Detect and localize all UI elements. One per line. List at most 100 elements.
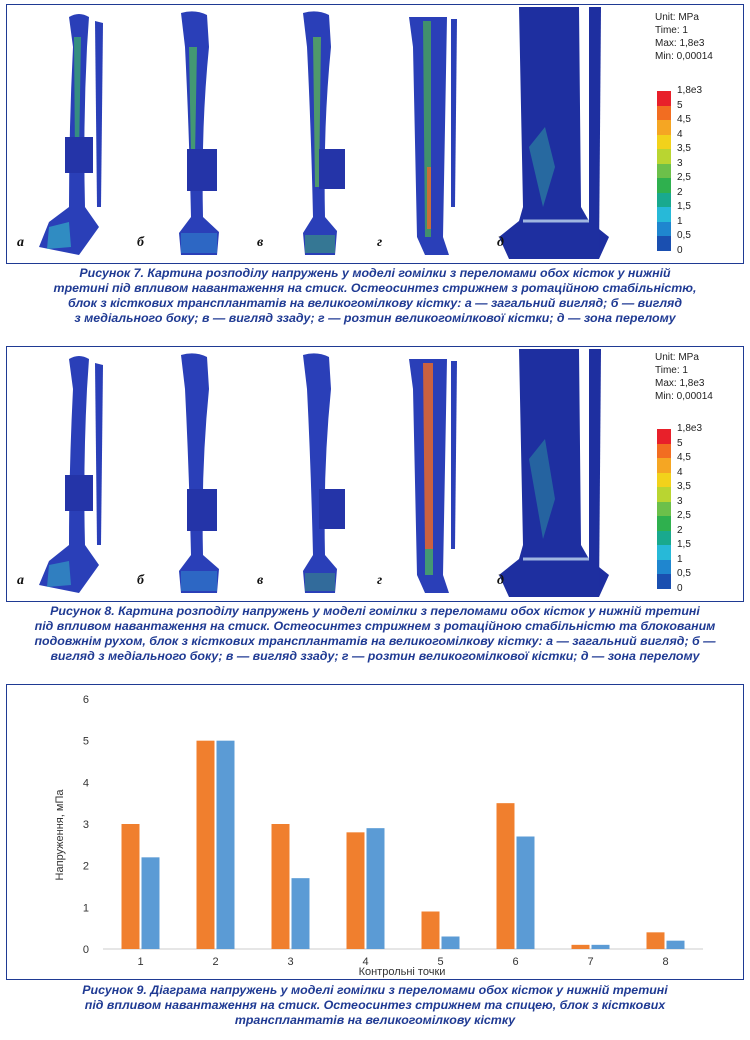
fig7-caption-line: з медіального боку; в — вигляд ззаду; г … (74, 311, 676, 325)
fig8-panel-b: б (129, 349, 247, 597)
fig9-y-axis-label: Напруження, мПа (54, 789, 66, 881)
fig7-legend-label: 2 (677, 186, 683, 198)
fig9-bar-series1-point8 (646, 932, 665, 949)
fig7-back-view-image (303, 11, 345, 256)
fig7-legend-label: 0,5 (677, 230, 691, 241)
fig8-legend-header: Unit: MPa Time: 1 Max: 1,8e3 Min: 0,0001… (655, 351, 713, 403)
fig8-legend-swatch (657, 472, 671, 487)
fig9-x-tick-label: 3 (287, 956, 293, 968)
fig7-legend-swatch (657, 178, 671, 193)
fig9-bar-series2-point8 (666, 940, 685, 949)
fig8-legend-label: 3,5 (677, 481, 691, 492)
fig7-legend-swatch (657, 221, 671, 236)
fig7-legend-unit: Unit: MPa (655, 12, 699, 23)
fig7-legend-label: 1,5 (677, 201, 691, 212)
fig7-panel-d: г (369, 7, 487, 259)
fig9-y-tick-label: 3 (83, 819, 89, 831)
fig9-bar-series1-point1 (121, 824, 140, 949)
fig8-legend-swatch (657, 545, 671, 560)
fig8-legend-max: Max: 1,8e3 (655, 378, 705, 389)
fig8-legend-label: 4 (677, 466, 683, 478)
fig9-x-tick-label: 7 (587, 956, 593, 968)
fig7-legend-min: Min: 0,00014 (655, 51, 713, 62)
fig8-caption-line: вигляд з медіального боку; в — вигляд зз… (50, 649, 700, 663)
fig8-legend-label: 3 (677, 495, 683, 507)
fig7-legend-label: 1,8e3 (677, 85, 703, 96)
fig8-legend-label: 5 (677, 437, 683, 449)
fig8-legend-swatch (657, 559, 671, 574)
fig9-bar-series1-point3 (271, 824, 290, 949)
fig7-panel-c: в (249, 7, 367, 259)
fig9-bar-series2-point6 (516, 836, 535, 949)
fig8-fracture-zone-image (499, 349, 609, 597)
fig7-panel-letter-c: в (257, 235, 264, 250)
fig8-legend-label: 4,5 (677, 452, 691, 463)
fig7-legend-swatch (657, 163, 671, 178)
fig7-panel-letter-e: д (497, 235, 504, 250)
fig7-panel-b: б (129, 7, 247, 259)
fig7-caption-line: Рисунок 7. Картина розподілу напружень у… (79, 266, 671, 280)
fig8-panel-letter-e: д (497, 573, 504, 588)
fig7-legend-time: Time: 1 (655, 25, 688, 36)
fig9-bar-series1-point7 (571, 944, 590, 949)
fig8-legend-swatch (657, 443, 671, 458)
fig8-panel-letter-a: а (17, 573, 24, 588)
fig7-legend-swatch (657, 91, 671, 106)
fig8-panel-letter-b: б (137, 573, 144, 588)
fig7-legend-header: Unit: MPa Time: 1 Max: 1,8e3 Min: 0,0001… (655, 11, 713, 63)
fig8-legend-label: 2 (677, 524, 683, 536)
fig9-bar-series1-point2 (196, 740, 215, 949)
fig8-panel-c: в (249, 349, 367, 597)
fig7-panel-letter-b: б (137, 235, 144, 250)
fig8-legend-unit: Unit: MPa (655, 352, 699, 363)
fig8-caption-line: подовжнім рухом, блок з кісткових трансп… (34, 634, 716, 648)
fig8-legend-time: Time: 1 (655, 365, 688, 376)
fig7-general-view-image (39, 14, 103, 255)
fig9-y-tick-label: 1 (83, 902, 89, 914)
fig8-panel-d: г (369, 349, 487, 597)
fig8-medial-view-image (179, 353, 219, 593)
fig7-panel-letter-a: а (17, 235, 24, 250)
fig8-back-view-image (303, 353, 345, 593)
figure-7-panel-group: а б в г (6, 4, 744, 264)
fig9-caption-line: Рисунок 9. Діаграма напружень у моделі г… (82, 983, 668, 997)
figure-8-panel-group: а б в г д Un (6, 346, 744, 602)
fig7-legend-label: 1 (677, 215, 683, 227)
fig8-caption-line: під впливом навантаження на стиск. Остео… (34, 619, 716, 633)
fig7-legend-swatch (657, 207, 671, 222)
fig9-bar-series2-point5 (441, 936, 460, 949)
fig8-panel-letter-c: в (257, 573, 264, 588)
figure-7-caption: Рисунок 7. Картина розподілу напружень у… (6, 266, 744, 326)
fig9-bar-series2-point2 (216, 740, 235, 949)
fig7-legend-label: 2,5 (677, 172, 691, 183)
fig7-legend-swatch (657, 105, 671, 120)
fig8-general-view-image (39, 356, 103, 593)
fig9-bar-series2-point7 (591, 944, 610, 949)
figure-9-caption: Рисунок 9. Діаграма напружень у моделі г… (6, 983, 744, 1028)
fig9-bar-series1-point5 (421, 911, 440, 949)
fig8-caption-line: Рисунок 8. Картина розподілу напружень у… (50, 604, 700, 618)
fig7-legend-label: 3,5 (677, 143, 691, 154)
fig7-fracture-zone-image (499, 7, 609, 259)
fig7-legend-label: 5 (677, 99, 683, 111)
fig7-legend-swatch (657, 236, 671, 251)
fig9-x-tick-label: 5 (437, 956, 443, 968)
fig7-tibia-section-image (409, 17, 457, 255)
fig8-legend-colorbar (657, 429, 671, 589)
fig9-y-tick-label: 5 (83, 736, 89, 748)
fig7-panel-e: д (489, 7, 619, 259)
fig8-legend-swatch (657, 530, 671, 545)
fig8-panel-a: а (9, 349, 127, 597)
fig9-caption-line: під впливом навантаження на стиск. Остео… (84, 998, 666, 1012)
fig8-legend-swatch (657, 516, 671, 531)
fig9-bar-series2-point1 (141, 857, 160, 949)
fig8-legend-min: Min: 0,00014 (655, 391, 713, 402)
fig8-tibia-section-image (409, 359, 457, 593)
fig9-x-tick-label: 1 (137, 956, 143, 968)
fig9-y-tick-label: 6 (83, 694, 89, 706)
fig7-legend-colorbar (657, 91, 671, 251)
fig7-legend-max: Max: 1,8e3 (655, 38, 705, 49)
fig7-legend-swatch (657, 134, 671, 149)
fig9-x-tick-label: 2 (212, 956, 218, 968)
fig7-legend-swatch (657, 149, 671, 164)
